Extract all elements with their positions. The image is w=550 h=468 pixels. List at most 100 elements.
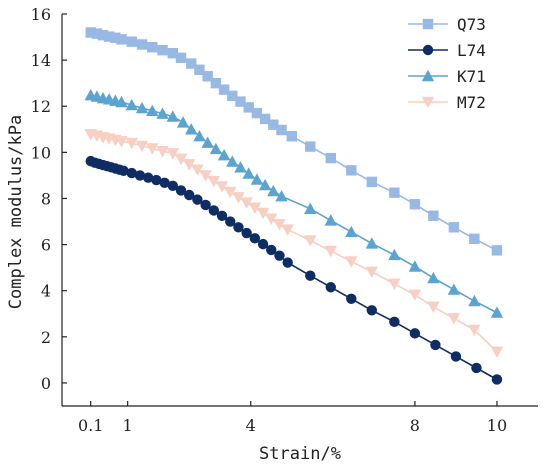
legend-item-m72: M72 [408,93,486,112]
data-point-l74 [216,210,228,221]
data-point-l74 [430,339,441,351]
y-axis-label: Complex modulus/kPa [6,115,26,309]
data-point-l74 [225,216,236,227]
data-point-m72 [125,137,138,150]
legend-item-k71: K71 [408,67,486,86]
data-point-m72 [146,143,159,155]
data-point-l74 [192,194,203,205]
data-point-q73 [409,199,421,210]
data-point-k71 [115,95,128,108]
data-point-q73 [136,39,148,50]
data-point-l74 [491,374,503,385]
legend-label-m72: M72 [457,93,486,112]
data-point-m72 [174,153,188,166]
data-point-q73 [103,31,115,42]
data-point-m72 [265,213,278,225]
data-point-l74 [257,238,269,250]
data-point-q73 [85,27,96,38]
data-point-m72 [447,313,461,325]
data-point-m72 [224,186,237,199]
data-point-k71 [146,104,159,117]
data-point-l74 [208,205,220,216]
data-point-k71 [258,178,272,191]
series-l74 [85,155,503,385]
y-tick-label: 16 [31,5,51,24]
data-point-m72 [273,219,286,231]
legend-marker-q73 [422,18,434,30]
data-point-k71 [408,260,422,272]
data-point-q73 [469,233,480,245]
data-point-l74 [175,185,187,196]
series-line-m72 [90,133,498,353]
data-point-k71 [185,123,198,135]
y-tick-label: 6 [41,236,51,255]
data-point-k71 [490,306,504,318]
x-tick-label: 8 [410,416,420,435]
data-point-q73 [157,45,168,56]
data-point-m72 [427,301,440,314]
data-point-m72 [365,266,379,278]
y-tick-label: 2 [41,328,51,347]
data-point-q73 [389,187,400,198]
data-point-l74 [233,222,244,233]
data-point-k71 [201,136,214,148]
data-point-k71 [388,248,401,261]
data-point-l74 [450,351,462,362]
data-point-l74 [249,233,261,244]
data-point-k71 [242,167,255,179]
data-point-l74 [159,177,170,188]
data-point-k71 [176,116,190,128]
data-point-m72 [248,202,262,214]
data-point-m72 [215,181,229,193]
data-point-k71 [234,161,247,173]
data-point-q73 [268,119,279,130]
legend-marker-l74 [422,44,434,56]
data-point-m72 [345,256,358,268]
x-axis-label: Strain/% [259,444,341,464]
data-point-q73 [251,107,263,119]
data-point-q73 [218,84,230,95]
y-tick-label: 4 [41,282,51,301]
data-point-q73 [428,210,439,221]
data-point-m72 [304,235,317,247]
data-point-q73 [97,30,109,41]
data-point-k71 [135,101,149,114]
data-point-k71 [166,110,179,122]
data-point-q73 [167,48,178,59]
series-k71 [84,88,504,318]
data-point-q73 [116,34,127,45]
data-point-q73 [305,141,316,152]
data-point-l74 [274,250,285,261]
data-point-k71 [365,237,379,249]
data-point-l74 [167,180,178,191]
y-tick-label: 12 [31,97,51,116]
legend-marker-k71 [421,69,435,82]
data-point-l74 [409,328,421,339]
data-point-k71 [447,283,461,295]
data-point-q73 [147,42,158,53]
data-point-q73 [235,96,246,107]
data-point-m72 [191,164,204,176]
x-tick-label: 0.1 [78,416,103,435]
data-point-q73 [243,102,254,113]
data-point-m72 [490,346,504,359]
data-point-q73 [227,90,238,102]
legend-label-k71: K71 [457,67,486,86]
data-point-m72 [135,140,149,153]
legend-item-l74: L74 [408,41,486,60]
data-point-q73 [286,131,297,142]
data-point-l74 [126,167,137,179]
data-point-m72 [324,245,337,258]
data-point-l74 [134,170,146,181]
y-tick-label: 14 [31,51,51,70]
series-m72 [84,129,504,359]
data-point-l74 [305,270,316,281]
data-point-l74 [266,244,277,256]
y-tick-label: 0 [41,374,51,393]
legend: Q73 L74 K71 M72 [408,15,486,112]
y-tick-label: 10 [31,143,51,162]
x-tick-label: 10 [487,416,507,435]
data-point-q73 [325,152,336,164]
